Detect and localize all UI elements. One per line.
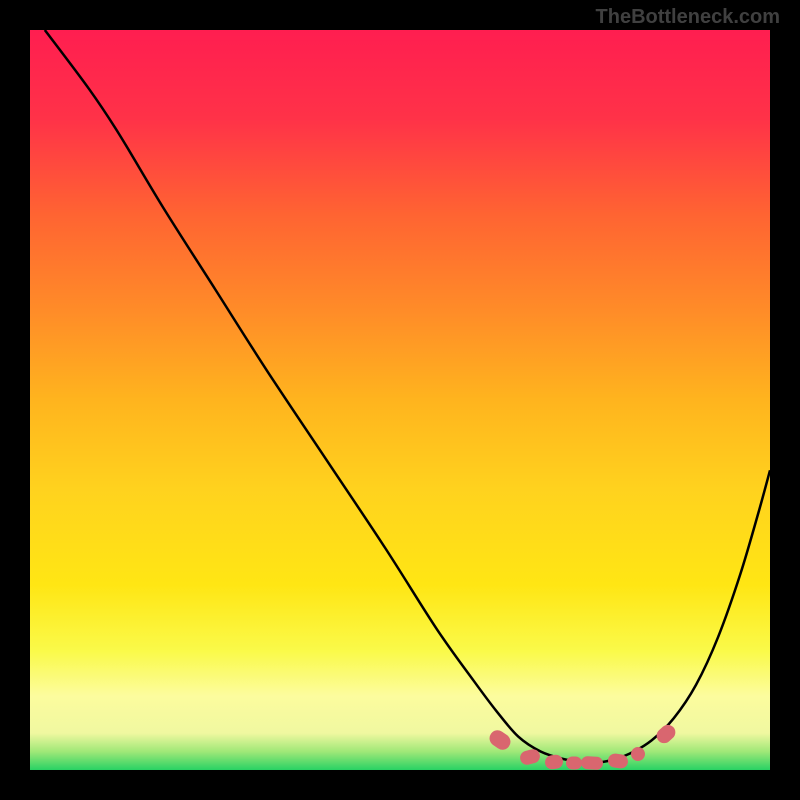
bottleneck-chart bbox=[30, 30, 770, 770]
curve-line bbox=[30, 30, 770, 770]
attribution-text: TheBottleneck.com bbox=[596, 6, 780, 29]
data-marker bbox=[566, 757, 582, 770]
data-marker bbox=[581, 756, 604, 770]
